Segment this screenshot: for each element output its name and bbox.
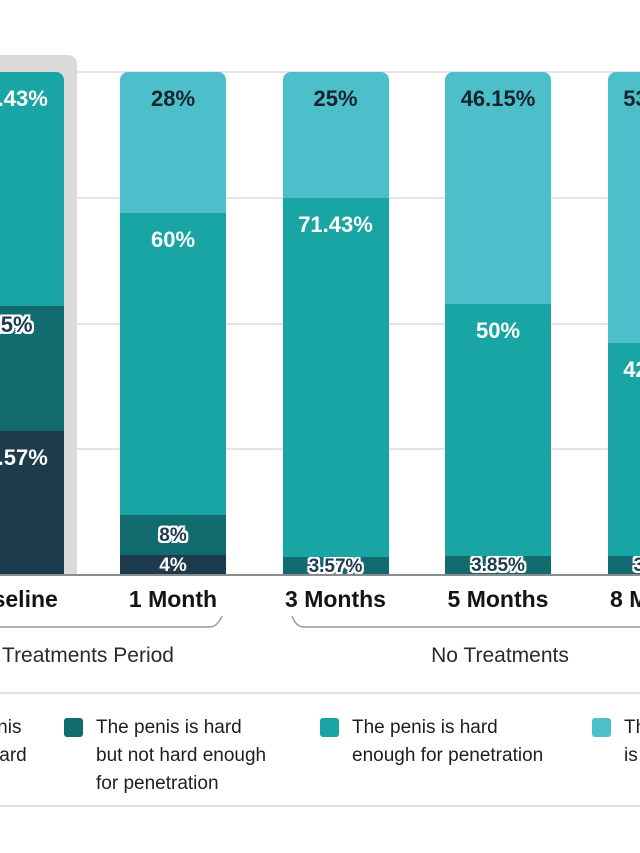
bracket-no-treatments xyxy=(291,615,640,628)
category-label-1-month: 1 Month xyxy=(128,586,218,612)
segment-hard_not_enough xyxy=(0,305,64,432)
bar-value-label: 8% xyxy=(159,524,187,546)
bar-value-label: 42.31% xyxy=(623,356,640,382)
x-axis-line xyxy=(0,574,640,576)
bar-value-label: 4% xyxy=(159,554,187,576)
segment-hard_not_enough xyxy=(445,555,551,575)
category-label-5-months: 5 Months xyxy=(447,586,549,612)
bar-value-label: 28% xyxy=(150,86,196,111)
legend-label: The penis is hard but not hard enough for … xyxy=(96,717,267,794)
category-label-baseline: Baseline xyxy=(0,586,58,612)
category-label-3-months: 3 Months xyxy=(285,586,386,612)
bar-value-label: 46.15% xyxy=(460,86,536,111)
segment-completely_hard xyxy=(282,72,389,198)
group-label-treatments-period: Treatments Period xyxy=(2,644,174,667)
segment-completely_hard xyxy=(120,72,226,213)
segment-hard_enough xyxy=(282,197,389,558)
segment-hard_not_enough xyxy=(282,557,389,575)
bar-value-label: 3.57% xyxy=(308,556,363,578)
segment-completely_hard xyxy=(607,71,640,343)
segment-hard_enough xyxy=(445,304,551,556)
segment-hard_enough xyxy=(120,212,226,515)
bar-value-label: 50% xyxy=(475,318,521,344)
segment-completely_hard xyxy=(445,72,551,305)
bar-8-months: 3.85% 42.31% 53.85% xyxy=(607,0,640,577)
segment-not_hard xyxy=(0,431,64,575)
bar-value-label: 46.43% xyxy=(0,86,48,111)
bar-value-label: 28.57% xyxy=(0,445,48,471)
bar-value-label: 25% xyxy=(313,86,358,111)
category-label-8-months: 8 Months xyxy=(610,586,640,612)
legend-swatch-hard_enough xyxy=(320,718,339,737)
bar-value-label: 60% xyxy=(150,226,196,252)
bar-value-label: 53.85% xyxy=(623,85,640,111)
segment-hard_enough xyxy=(0,72,64,306)
bar-baseline: 28.57% 25% 46.43% xyxy=(0,0,64,575)
divider-line-bottom xyxy=(0,805,640,807)
legend-swatch-hard_not_enough xyxy=(64,718,83,737)
bar-value-label: 25% xyxy=(0,311,33,337)
bar-value-label: 71.43% xyxy=(298,211,373,237)
bar-value-label: 3.85% xyxy=(471,555,525,577)
bar-5-months: 3.85% 50% 46.15% xyxy=(445,0,551,577)
legend-label: The penis is hard enough for penetration xyxy=(352,717,544,766)
bar-1-month: 4% 8% 60% 28% xyxy=(120,0,226,576)
bar-value-label: 3.85% xyxy=(633,555,640,577)
bracket-treatments-period xyxy=(0,615,223,628)
divider-line-top xyxy=(0,692,640,694)
group-label-no-treatments: No Treatments xyxy=(431,644,569,667)
legend-swatch-completely_hard xyxy=(592,718,611,737)
segment-hard_not_enough xyxy=(607,555,640,575)
segment-hard_not_enough xyxy=(120,514,226,555)
bar-3-months: 3.57% 71.43% 25% xyxy=(282,0,389,578)
segment-hard_enough xyxy=(607,342,640,556)
segment-not_hard xyxy=(120,554,226,575)
group-brackets xyxy=(0,615,640,628)
